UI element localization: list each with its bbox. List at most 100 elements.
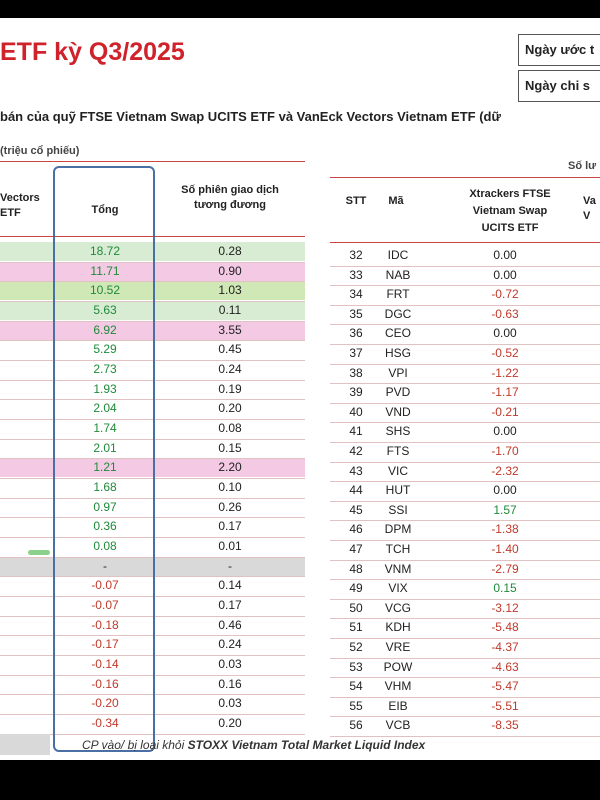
stt-cell: 41 — [349, 424, 363, 439]
row-separator — [0, 458, 305, 460]
stt-cell: 36 — [349, 326, 363, 341]
sessions-cell: 1.03 — [218, 283, 242, 298]
sessions-cell: 3.55 — [218, 322, 242, 337]
sessions-cell: 2.20 — [218, 460, 242, 475]
ticker-cell: EIB — [388, 698, 408, 713]
row-highlight — [0, 281, 305, 301]
row-separator — [0, 655, 305, 657]
stt-cell: 52 — [349, 640, 363, 654]
total-cell: -0.18 — [91, 617, 119, 632]
ticker-cell: POW — [383, 659, 413, 674]
row-separator — [0, 478, 305, 480]
row-separator — [0, 635, 305, 637]
sessions-cell: 0.24 — [218, 362, 242, 377]
stt-cell: 53 — [349, 659, 363, 674]
total-cell: -0.07 — [91, 578, 119, 593]
row-separator — [330, 677, 600, 679]
total-cell: 10.52 — [89, 283, 121, 298]
row-separator — [0, 340, 305, 342]
total-cell: 0.08 — [93, 539, 117, 554]
row-separator — [330, 696, 600, 698]
row-highlight — [0, 320, 305, 340]
ticker-cell: VNM — [384, 561, 412, 576]
total-cell: 6.92 — [93, 322, 117, 337]
row-separator — [330, 402, 600, 404]
report-title: ETF kỳ Q3/2025 — [0, 38, 185, 66]
ticker-cell: TCH — [385, 542, 411, 556]
total-cell: 2.73 — [93, 362, 117, 377]
total-cell: 2.04 — [93, 401, 117, 416]
etf-report-sheet: ETF kỳ Q3/2025 Ngày ước t Ngày chi s bán… — [0, 18, 600, 760]
row-separator — [330, 579, 600, 581]
xtrackers-value-cell: 0.00 — [493, 424, 517, 439]
ticker-cell: DGC — [384, 306, 412, 321]
stt-cell: 51 — [349, 620, 363, 635]
row-separator — [0, 438, 305, 440]
row-separator — [0, 714, 305, 716]
row-separator — [330, 265, 600, 267]
next-column-header: Va V — [583, 195, 596, 222]
row-highlight — [0, 242, 305, 261]
ticker-cell: HUT — [385, 483, 411, 498]
sessions-cell: 0.20 — [218, 716, 242, 731]
sessions-cell: 0.03 — [218, 696, 242, 711]
ticker-cell: VPI — [388, 365, 408, 380]
index-name: STOXX Vietnam Total Market Liquid Index — [187, 738, 426, 752]
row-separator — [0, 694, 305, 696]
total-cell: - — [103, 558, 107, 573]
xtrackers-value-cell: -2.79 — [491, 561, 519, 576]
sessions-cell: 0.28 — [218, 244, 242, 258]
row-separator — [0, 596, 305, 598]
stt-cell: 40 — [349, 404, 363, 419]
ticker-cell: SHS — [385, 424, 411, 439]
stt-cell: 37 — [349, 346, 363, 360]
total-cell: 0.36 — [93, 519, 117, 534]
row-separator — [330, 559, 600, 561]
total-cell: 1.93 — [93, 381, 117, 396]
row-separator — [0, 320, 305, 322]
row-separator — [330, 618, 600, 620]
sessions-cell: 0.03 — [218, 657, 242, 672]
xtrackers-value-cell: 0.00 — [493, 248, 517, 262]
row-separator — [0, 497, 305, 499]
sessions-cell: 0.19 — [218, 381, 242, 396]
ticker-cell: FTS — [386, 444, 410, 458]
row-separator — [0, 360, 305, 362]
xtrackers-value-cell: -0.63 — [491, 306, 519, 321]
stt-cell: 42 — [349, 444, 363, 458]
sessions-cell: 0.14 — [218, 578, 242, 593]
total-column-focus-frame — [53, 166, 155, 752]
row-separator — [330, 520, 600, 522]
stt-cell: 49 — [349, 581, 363, 596]
sessions-cell: 0.01 — [218, 539, 242, 554]
ticker-cell: VCB — [385, 718, 411, 733]
ticker-cell: SSI — [388, 502, 408, 517]
sessions-column-header: Số phiên giao dịch tương đương — [181, 184, 279, 211]
xtrackers-value-cell: -3.12 — [491, 600, 519, 615]
stt-cell: 45 — [349, 502, 363, 517]
xtrackers-value-cell: -1.40 — [491, 542, 519, 556]
xtrackers-value-cell: -5.48 — [491, 620, 519, 635]
sessions-cell: 0.15 — [218, 440, 242, 455]
sessions-cell: 0.20 — [218, 401, 242, 416]
total-cell: 11.71 — [90, 263, 120, 278]
ma-column-header: Mã — [388, 195, 404, 207]
xtrackers-value-cell: -1.38 — [491, 522, 519, 537]
row-separator — [330, 344, 600, 345]
stt-cell: 44 — [349, 483, 363, 498]
total-cell: 5.29 — [93, 342, 117, 357]
xtrackers-value-cell: 0.00 — [493, 267, 517, 282]
left-header-rule — [0, 161, 305, 162]
stt-cell: 47 — [349, 542, 363, 556]
left-group-header: (triệu cổ phiếu) — [0, 145, 80, 157]
xtrackers-value-cell: 0.15 — [493, 581, 517, 596]
xtrackers-value-cell: -0.72 — [491, 287, 519, 302]
ticker-cell: VIC — [387, 463, 408, 478]
total-cell: 0.97 — [93, 499, 117, 514]
ticker-cell: IDC — [387, 248, 409, 262]
total-cell: 1.21 — [93, 460, 117, 475]
row-highlight — [0, 556, 305, 576]
ticker-cell: HSG — [384, 346, 411, 360]
total-cell: 1.68 — [93, 480, 117, 495]
sessions-cell: 0.08 — [218, 421, 242, 436]
